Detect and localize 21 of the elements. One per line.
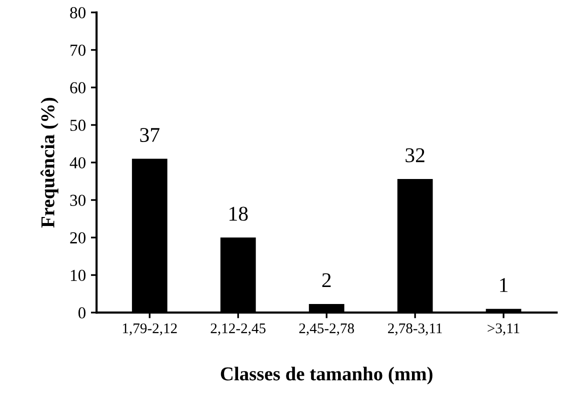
x-tick-label: 2,78-3,11 [388, 323, 442, 336]
y-tick-label: 60 [70, 82, 86, 94]
x-tick-label: 2,12-2,45 [210, 323, 266, 336]
y-tick-label: 40 [70, 157, 86, 168]
annotation: 2 [322, 273, 331, 288]
y-tick-label: 80 [70, 7, 86, 18]
x-tick-label: 1,79-2,12 [122, 323, 177, 336]
annotation: 32 [406, 148, 424, 162]
y-axis-title: Frequência (%) [40, 98, 58, 228]
y-tick-label: 0 [78, 307, 86, 319]
y-tick-label: 10 [70, 270, 86, 281]
x-tick-label: >3,11 [488, 323, 520, 336]
y-tick-label: 70 [70, 44, 86, 56]
x-tick-label: 2,45-2,78 [299, 323, 354, 336]
annotation: 1 [500, 278, 508, 292]
y-tick-label: 20 [70, 232, 86, 244]
annotation: 18 [230, 206, 248, 221]
x-axis-title: Classes de tamanho (mm) [220, 366, 432, 384]
y-tick-label: 50 [70, 120, 86, 131]
y-tick-label: 30 [70, 194, 86, 206]
annotation: 37 [140, 128, 160, 142]
